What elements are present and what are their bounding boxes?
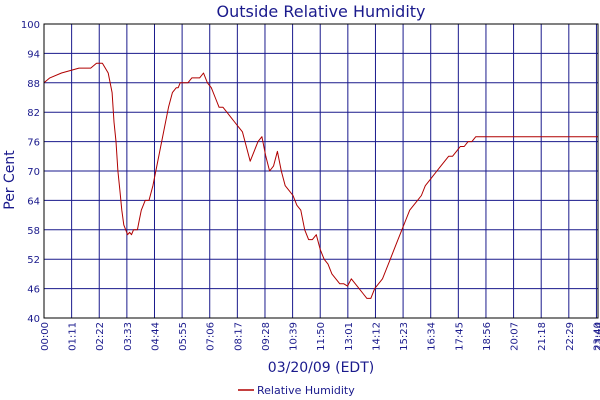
x-tick-label: 03:33 xyxy=(123,322,134,351)
x-tick-label: 16:34 xyxy=(427,322,438,351)
y-tick-label: 64 xyxy=(27,196,40,207)
x-tick-label: 02:22 xyxy=(95,322,106,351)
legend: Relative Humidity xyxy=(238,384,355,397)
y-tick-label: 70 xyxy=(27,167,40,178)
y-tick-label: 100 xyxy=(21,20,40,31)
y-tick-label: 76 xyxy=(27,138,40,149)
legend-label: Relative Humidity xyxy=(257,384,355,397)
y-tick-label: 40 xyxy=(27,314,40,325)
x-tick-label: 08:17 xyxy=(233,322,244,351)
x-tick-label: 23:40 xyxy=(592,322,600,351)
y-tick-label: 46 xyxy=(27,285,40,296)
x-tick-label: 01:11 xyxy=(68,322,79,351)
x-tick-label: 23:44 xyxy=(594,322,600,351)
x-tick-label: 09:28 xyxy=(261,322,272,351)
x-tick-label: 21:18 xyxy=(537,322,548,351)
x-tick-label: 07:06 xyxy=(206,322,217,351)
y-axis-title: Per Cent xyxy=(2,150,18,210)
x-tick-label: 20:07 xyxy=(510,322,521,351)
x-tick-labels: 00:00 01:11 02:22 03:33 04:44 05:55 07:06 08:17… xyxy=(40,322,600,351)
x-tick-label: 22:29 xyxy=(565,322,576,351)
y-tick-label: 94 xyxy=(27,49,40,60)
chart-title: Outside Relative Humidity xyxy=(216,2,425,21)
x-axis-title: 03/20/09 (EDT) xyxy=(268,360,374,376)
x-tick-label: 14:12 xyxy=(371,322,382,351)
x-tick-label: 11:50 xyxy=(316,322,327,351)
x-tick-label: 00:00 xyxy=(40,322,51,351)
series-line-relative-humidity xyxy=(43,62,598,299)
y-tick-label: 58 xyxy=(27,226,40,237)
x-tick-label: 04:44 xyxy=(150,322,161,351)
y-tick-label: 88 xyxy=(27,79,40,90)
y-tick-label: 82 xyxy=(27,108,40,119)
y-tick-label: 52 xyxy=(27,255,40,266)
x-tick-label: 15:23 xyxy=(399,322,410,351)
series-layer xyxy=(43,62,598,299)
x-tick-label: 05:55 xyxy=(178,322,189,351)
x-tick-label: 10:39 xyxy=(289,322,300,351)
x-tick-label: 13:01 xyxy=(344,322,355,351)
plot-frame xyxy=(43,23,599,319)
x-tick-label: 18:56 xyxy=(482,322,493,351)
x-tick-label: 17:45 xyxy=(454,322,465,351)
y-tick-labels: 40 46 52 58 64 70 76 82 88 94 100 xyxy=(21,20,40,325)
